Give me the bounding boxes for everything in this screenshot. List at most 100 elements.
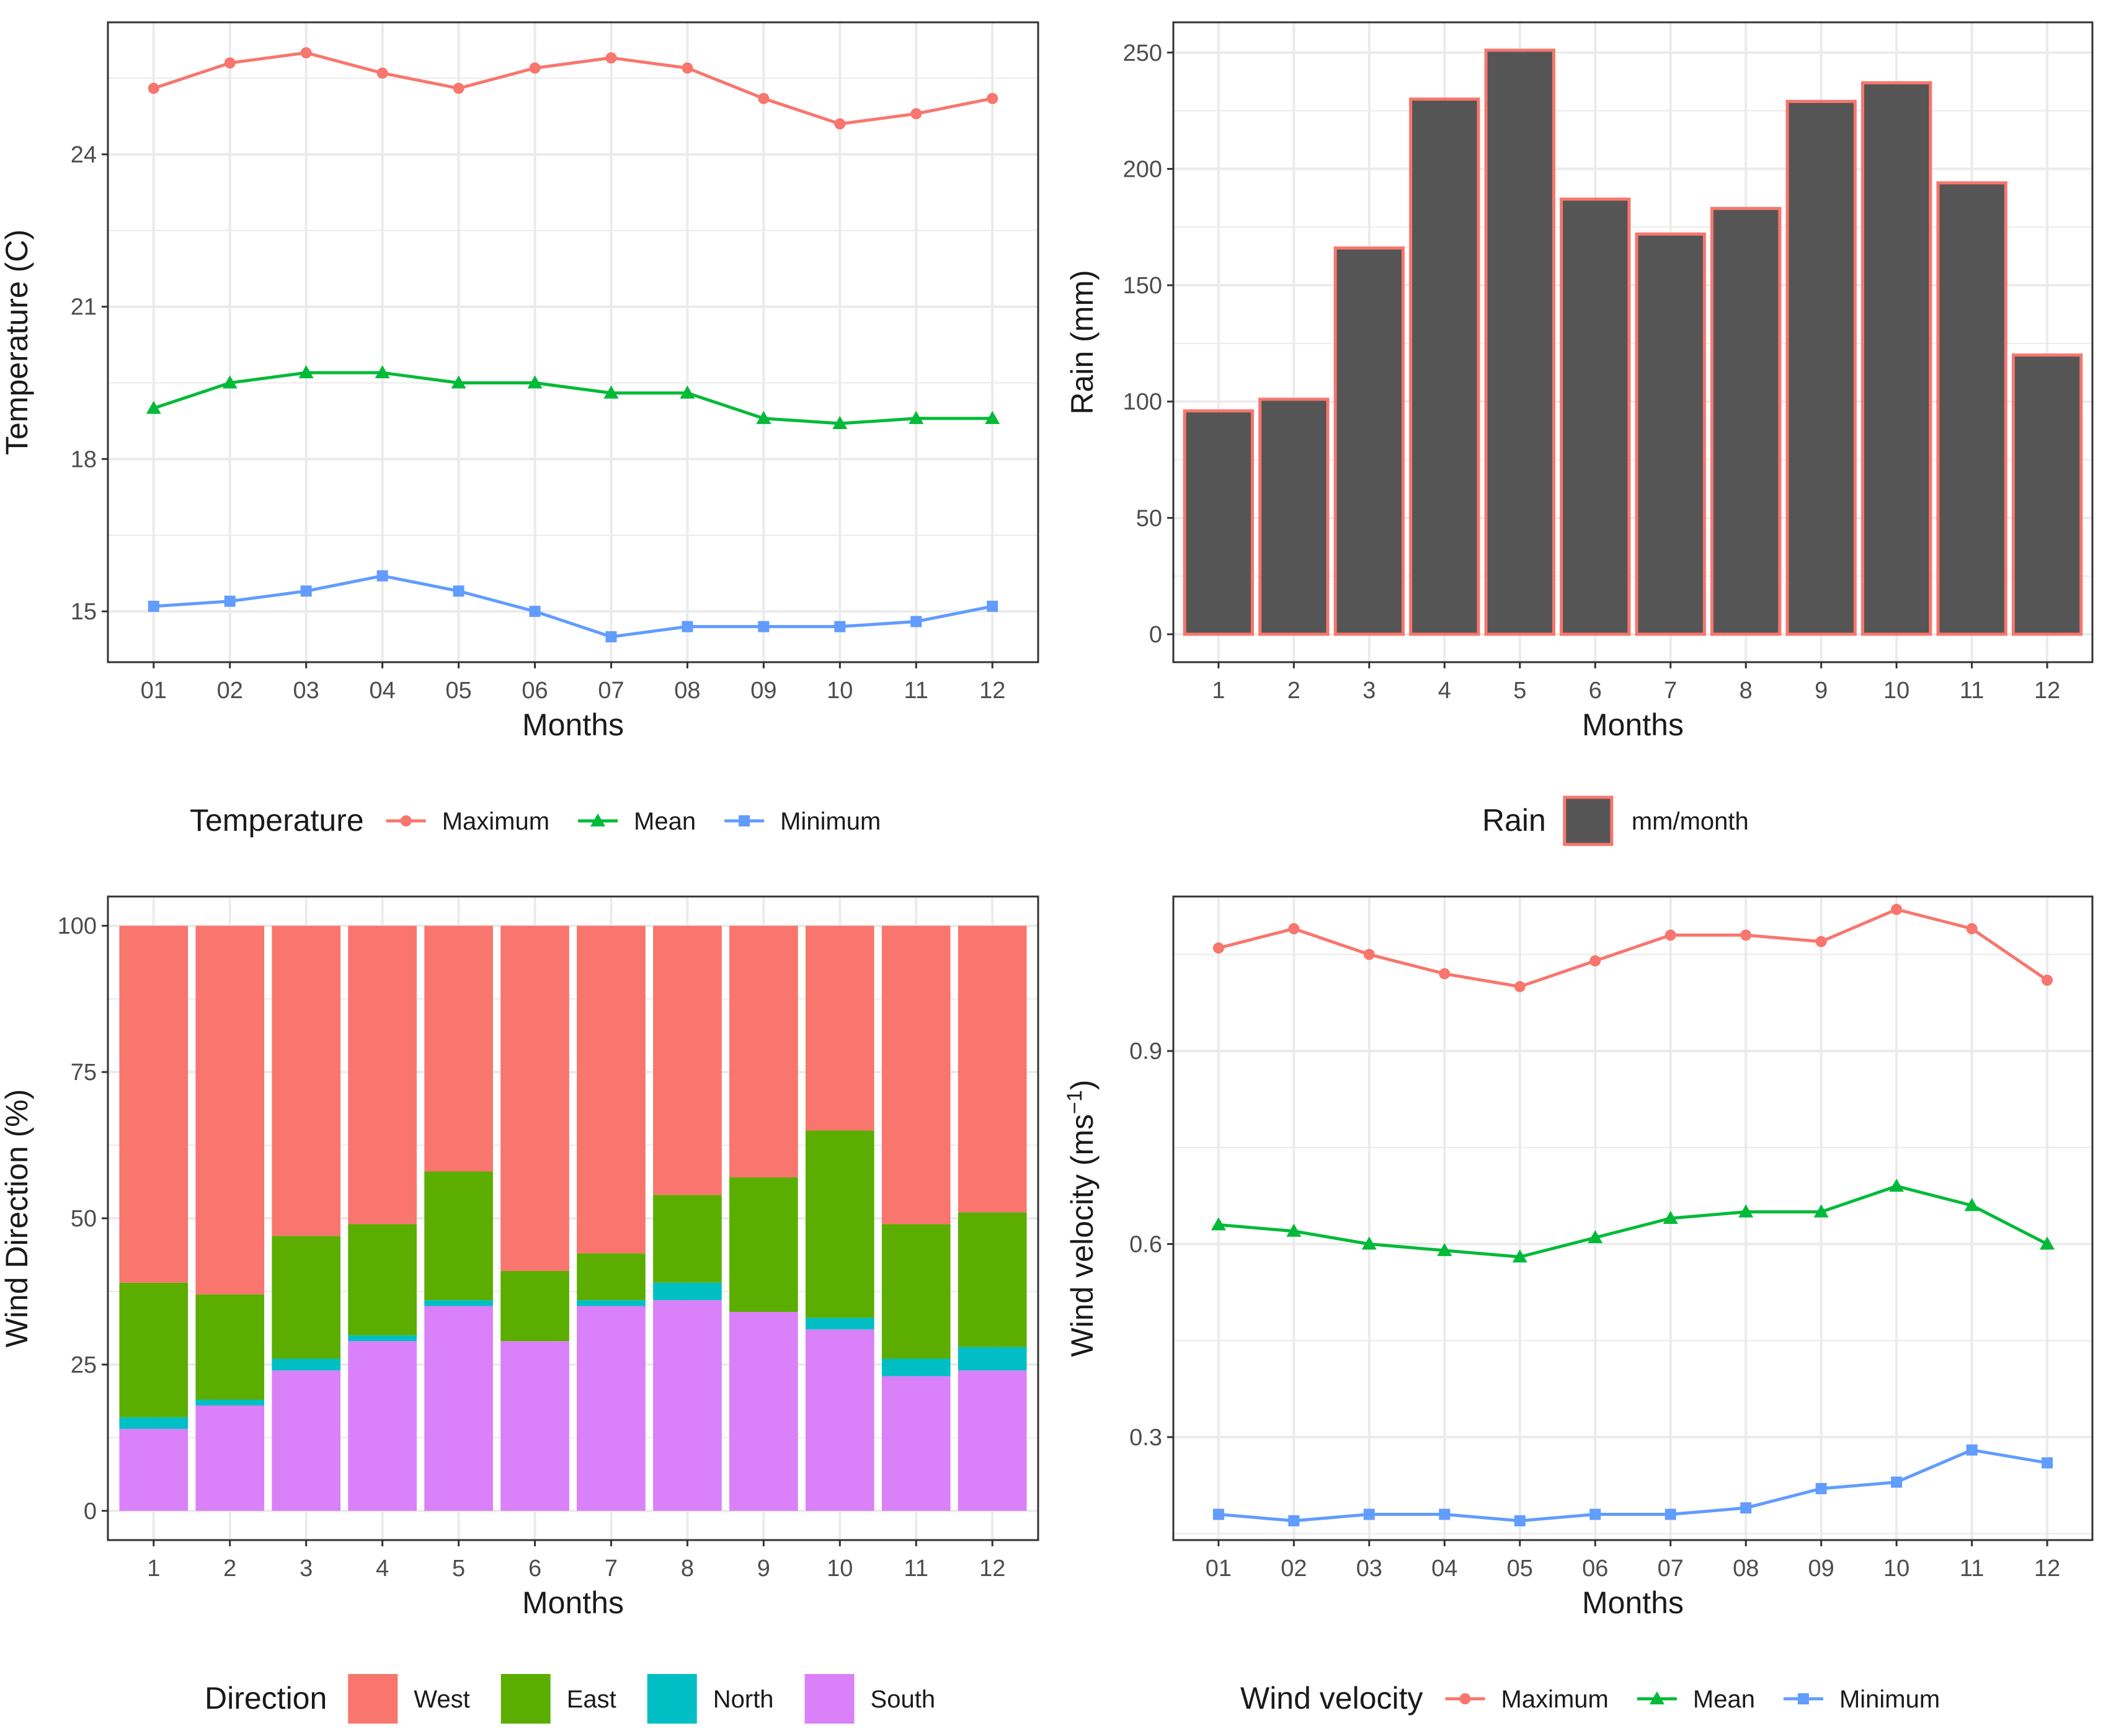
- x-axis-title: Months: [1582, 707, 1684, 742]
- legend-key-marker: [590, 813, 606, 826]
- y-tick-label: 24: [71, 142, 97, 168]
- x-tick-label: 10: [1883, 678, 1909, 704]
- data-point-maximum: [376, 67, 388, 79]
- stacked-bar-segment-west: [729, 926, 798, 1177]
- stacked-bar-segment-north: [806, 1318, 874, 1330]
- data-point-maximum: [148, 82, 159, 94]
- x-tick-label: 10: [1883, 1556, 1909, 1582]
- data-point-maximum: [1288, 923, 1300, 934]
- data-point-mean: [1663, 1211, 1678, 1224]
- x-tick-label: 08: [674, 678, 700, 704]
- rain-bar: [1333, 246, 1405, 636]
- rain-bar: [1861, 81, 1932, 636]
- x-tick-label: 01: [1206, 1556, 1232, 1582]
- data-point-mean: [1361, 1236, 1377, 1250]
- stacked-bar-segment-north: [272, 1358, 340, 1371]
- legend-label-minimum: Minimum: [780, 808, 881, 835]
- x-tick-label: 11: [1960, 1556, 1984, 1582]
- stacked-bar-segment-east: [424, 1171, 493, 1301]
- stacked-bar-segment-west: [348, 926, 417, 1224]
- data-point-minimum: [300, 585, 312, 597]
- data-point-minimum: [987, 600, 998, 612]
- data-point-minimum: [834, 621, 846, 632]
- x-tick-label: 12: [979, 1556, 1005, 1582]
- legend-key-box: [647, 1674, 697, 1724]
- panel-border: [1172, 21, 2094, 663]
- x-tick-label: 12: [979, 678, 1005, 704]
- stacked-bar-segment-east: [729, 1177, 798, 1312]
- data-point-minimum: [1891, 1476, 1903, 1488]
- data-point-mean: [680, 385, 695, 399]
- legend-key-marker: [400, 815, 412, 826]
- data-point-maximum: [1815, 936, 1827, 947]
- stacked-bar-segment-west: [272, 926, 340, 1236]
- y-tick-label: 25: [71, 1352, 97, 1378]
- data-point-mean: [1588, 1230, 1603, 1244]
- legend-key-box: [804, 1674, 855, 1724]
- x-tick-label: 02: [1281, 1556, 1307, 1582]
- x-tick-label: 04: [369, 678, 395, 704]
- data-point-maximum: [1891, 903, 1903, 915]
- data-point-mean: [298, 365, 314, 379]
- stacked-bar-segment-south: [881, 1376, 951, 1511]
- data-point-maximum: [2042, 974, 2053, 986]
- x-tick-label: 09: [750, 678, 776, 704]
- y-tick-label: 0: [84, 1499, 97, 1525]
- x-tick-label: 2: [1287, 678, 1300, 704]
- y-tick-label: 0: [1149, 622, 1162, 648]
- data-point-minimum: [148, 600, 159, 612]
- stacked-bar-segment-west: [424, 926, 493, 1172]
- legend-label-south: South: [871, 1686, 936, 1713]
- x-tick-label: 03: [293, 678, 319, 704]
- data-point-minimum: [2042, 1457, 2053, 1469]
- wind-velocity-chart: 0.3 0.6 0.9 01 02 03 04 05 06 07 08 09 10 11 12 Months W…: [1063, 895, 2094, 1716]
- x-tick-label: 06: [1582, 1556, 1608, 1582]
- data-point-maximum: [834, 118, 846, 130]
- series-line-maximum: [153, 51, 993, 126]
- stacked-bar-segment-west: [958, 926, 1027, 1213]
- y-axis-title-end: ): [1065, 1079, 1100, 1090]
- stacked-bar-segment-east: [119, 1282, 189, 1417]
- data-point-mean: [756, 410, 771, 424]
- series-line-minimum: [1218, 1448, 2048, 1523]
- x-tick-label: 3: [300, 1556, 313, 1582]
- stacked-bar-segment-east: [195, 1294, 265, 1400]
- legend-label-west: West: [414, 1686, 469, 1713]
- legend-label-north: North: [713, 1686, 774, 1713]
- stacked-bar-segment-east: [653, 1195, 722, 1283]
- legend-key-box: [500, 1674, 551, 1724]
- data-point-minimum: [376, 570, 388, 582]
- rain-bar: [2011, 353, 2083, 636]
- data-point-maximum: [1212, 942, 1224, 954]
- y-axis-title-superscript: −1: [1063, 1090, 1087, 1114]
- stacked-bar-segment-east: [500, 1270, 569, 1342]
- stacked-bar-segment-west: [195, 926, 265, 1295]
- data-point-mean: [1813, 1204, 1829, 1218]
- stacked-bar-segment-west: [577, 926, 646, 1254]
- x-tick-label: 10: [827, 678, 853, 704]
- stacked-bar-segment-south: [348, 1341, 417, 1511]
- y-tick-label: 15: [71, 599, 97, 625]
- y-tick-label: 0.3: [1129, 1425, 1162, 1451]
- rain-bar: [1785, 100, 1857, 636]
- y-tick-label: 100: [58, 913, 97, 939]
- y-tick-label: 100: [1123, 389, 1162, 415]
- stacked-bar-segment-north: [195, 1399, 265, 1406]
- data-point-mean: [222, 375, 238, 389]
- legend-label-mean: Mean: [1693, 1686, 1755, 1713]
- data-point-maximum: [1664, 929, 1676, 941]
- data-point-minimum: [1589, 1508, 1601, 1520]
- data-point-minimum: [910, 616, 922, 627]
- x-tick-label: 7: [1664, 678, 1677, 704]
- x-tick-label: 11: [1960, 678, 1984, 704]
- legend-label-maximum: Maximum: [1501, 1686, 1609, 1713]
- x-axis-title: Months: [522, 1585, 624, 1620]
- x-tick-label: 3: [1362, 678, 1375, 704]
- y-tick-label: 0.9: [1129, 1038, 1162, 1065]
- stacked-bar-segment-south: [958, 1370, 1027, 1511]
- data-point-maximum: [1740, 929, 1752, 941]
- data-point-maximum: [1514, 981, 1526, 993]
- stacked-bar-segment-west: [119, 926, 189, 1283]
- x-tick-label: 5: [452, 1556, 465, 1582]
